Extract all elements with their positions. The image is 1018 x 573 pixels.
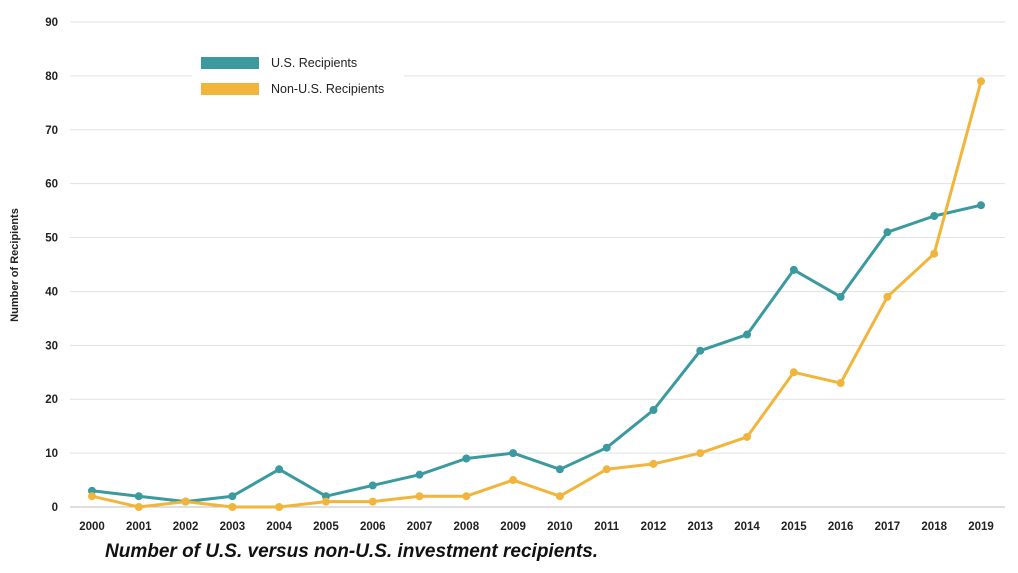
series-group [88,77,985,511]
x-tick-label: 2005 [313,521,339,533]
y-tick-label: 80 [45,71,58,83]
x-tick-label: 2002 [173,521,199,533]
x-tick-label: 2004 [266,521,292,533]
series-u-s-recipients [88,201,985,506]
data-point [602,465,611,474]
x-tick-label: 2014 [734,521,760,533]
data-point [977,77,985,86]
legend-label: Non-U.S. Recipients [271,82,384,96]
data-point [509,449,518,458]
data-point [321,497,330,506]
figure-caption: Number of U.S. versus non-U.S. investmen… [105,541,599,562]
data-point [836,292,845,301]
y-tick-label: 30 [45,340,58,352]
data-point [883,292,892,301]
y-axis-label: Number of Recipients [9,208,21,322]
data-point [275,503,284,511]
data-point [555,492,564,501]
x-tick-label: 2013 [687,521,713,533]
data-point [462,492,471,501]
x-tick-label: 2000 [79,521,105,533]
x-tick-label: 2018 [921,521,947,533]
data-point [134,492,143,501]
data-point [883,228,892,237]
data-point [649,459,658,468]
legend-swatch [201,57,259,69]
data-point [368,497,377,506]
x-tick-label: 2019 [968,521,994,533]
data-point [88,492,96,501]
series-line [90,203,983,504]
data-point [789,265,798,274]
x-tick-label: 2010 [547,521,573,533]
data-point [836,379,845,388]
x-tick-label: 2007 [407,521,433,533]
y-tick-label: 0 [52,502,58,514]
x-tick-label: 2015 [781,521,807,533]
data-point [509,476,518,485]
data-point [930,212,939,220]
data-point [134,503,143,511]
x-tick-label: 2012 [641,521,667,533]
data-point [555,465,564,474]
data-point [930,249,939,258]
data-point [696,346,705,355]
y-axis-ticks: 0 10 20 30 40 50 60 70 80 90 [45,17,58,514]
y-tick-label: 70 [45,125,58,137]
data-point [181,497,190,506]
data-point [415,492,424,501]
x-tick-label: 2006 [360,521,386,533]
data-point [977,201,985,210]
legend: U.S. Recipients Non-U.S. Recipients [192,48,404,104]
legend-label: U.S. Recipients [271,56,357,70]
series-non-u-s-recipients [88,77,985,511]
x-tick-label: 2011 [594,521,620,533]
y-tick-label: 20 [45,394,58,406]
y-tick-label: 10 [45,448,58,460]
x-tick-label: 2003 [220,521,246,533]
data-point [602,443,611,452]
x-tick-label: 2009 [500,521,526,533]
gridlines [70,21,1005,508]
y-tick-label: 90 [45,17,58,29]
x-axis-ticks: 2000 2001 2002 2003 2004 2005 2006 2007 2008 2009… [79,521,994,533]
y-tick-label: 50 [45,233,58,245]
x-tick-label: 2017 [875,521,901,533]
series-line [90,79,983,509]
data-point [368,481,377,490]
data-point [789,368,798,377]
data-point [415,470,424,479]
data-point [228,503,237,511]
data-point [696,449,705,458]
data-point [228,492,237,501]
data-point [462,454,471,463]
y-tick-label: 60 [45,179,58,191]
x-tick-label: 2008 [454,521,480,533]
x-tick-label: 2016 [828,521,854,533]
legend-swatch [201,83,259,95]
data-point [743,432,752,441]
data-point [275,465,284,474]
y-tick-label: 40 [45,286,58,298]
data-point [743,330,752,339]
x-tick-label: 2001 [126,521,152,533]
data-point [649,406,658,414]
